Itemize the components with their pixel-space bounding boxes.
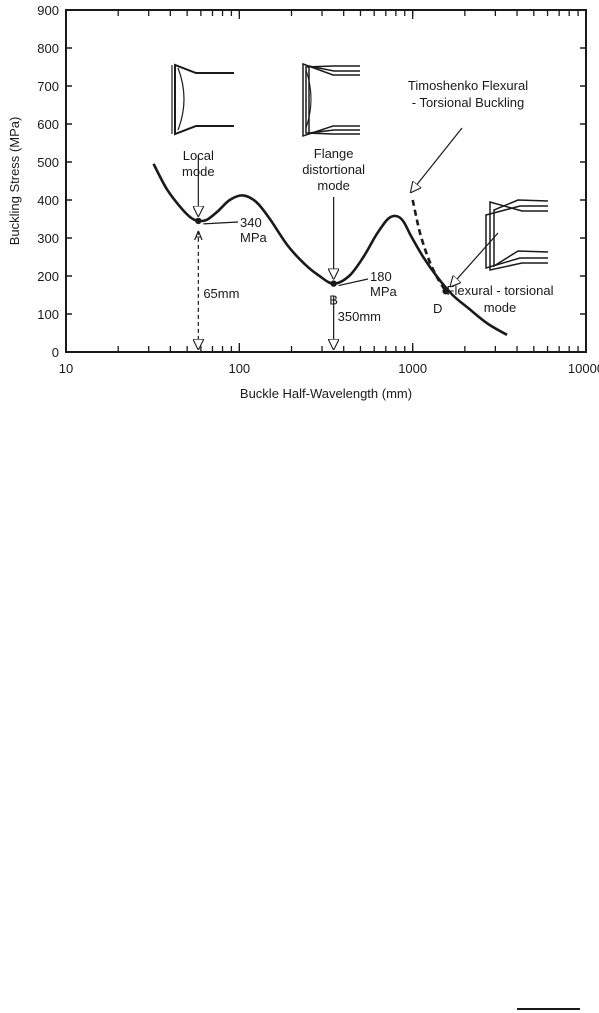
timoshenko-annotation: Timoshenko Flexural - Torsional Buckling bbox=[408, 78, 528, 110]
point-a-wavelength: 65mm bbox=[203, 286, 239, 301]
plot-frame bbox=[65, 9, 587, 353]
point-a-value-leader bbox=[203, 221, 239, 225]
point-b-mode-label: Flange distortional mode bbox=[302, 146, 365, 193]
x-axis-title: Buckle Half-Wavelength (mm) bbox=[240, 386, 412, 401]
flexural-torsional-section-icon bbox=[485, 199, 549, 271]
y-tick-label: 0 bbox=[52, 345, 59, 360]
y-tick-label: 200 bbox=[37, 269, 59, 284]
point-b-label: B bbox=[329, 293, 338, 308]
point-a-marker bbox=[195, 217, 202, 225]
point-d-marker bbox=[442, 288, 449, 295]
y-tick-label: 300 bbox=[37, 231, 59, 246]
x-tick-label: 10000 bbox=[568, 361, 599, 376]
x-tick-label: 1000 bbox=[398, 361, 427, 376]
y-tick-label: 800 bbox=[37, 41, 59, 56]
x-tick-label: 10 bbox=[59, 361, 73, 376]
point-a-mode-label: Local mode bbox=[182, 148, 215, 179]
x-tick-label: 100 bbox=[228, 361, 250, 376]
flange-distortional-section-icon bbox=[302, 62, 360, 138]
y-tick-label: 700 bbox=[37, 79, 59, 94]
y-axis-title: Buckling Stress (MPa) bbox=[7, 117, 22, 246]
point-b-marker bbox=[330, 280, 337, 287]
point-d-label: D bbox=[433, 301, 442, 316]
point-a-label: A bbox=[194, 228, 203, 243]
timoshenko-arrow bbox=[411, 127, 463, 192]
timoshenko-dashed-line bbox=[411, 199, 447, 292]
point-b-wavelength: 350mm bbox=[338, 309, 381, 324]
y-tick-label: 900 bbox=[37, 3, 59, 18]
y-axis: 0 100 200 300 400 500 600 700 800 900 bbox=[37, 3, 586, 360]
y-tick-label: 100 bbox=[37, 307, 59, 322]
y-tick-label: 500 bbox=[37, 155, 59, 170]
buckling-curve-line bbox=[152, 163, 508, 337]
y-tick-label: 400 bbox=[37, 193, 59, 208]
point-b-value: 180 MPa bbox=[370, 269, 398, 299]
point-d-mode-arrow bbox=[451, 232, 499, 286]
point-d-mode-label: Flexural - torsional mode bbox=[447, 283, 554, 315]
x-axis: 10 100 1000 10000 bbox=[59, 10, 599, 376]
point-a-value: 340 MPa bbox=[240, 215, 268, 245]
local-buckling-section-icon bbox=[171, 63, 234, 136]
point-b-value-leader bbox=[338, 278, 369, 287]
y-tick-label: 600 bbox=[37, 117, 59, 132]
